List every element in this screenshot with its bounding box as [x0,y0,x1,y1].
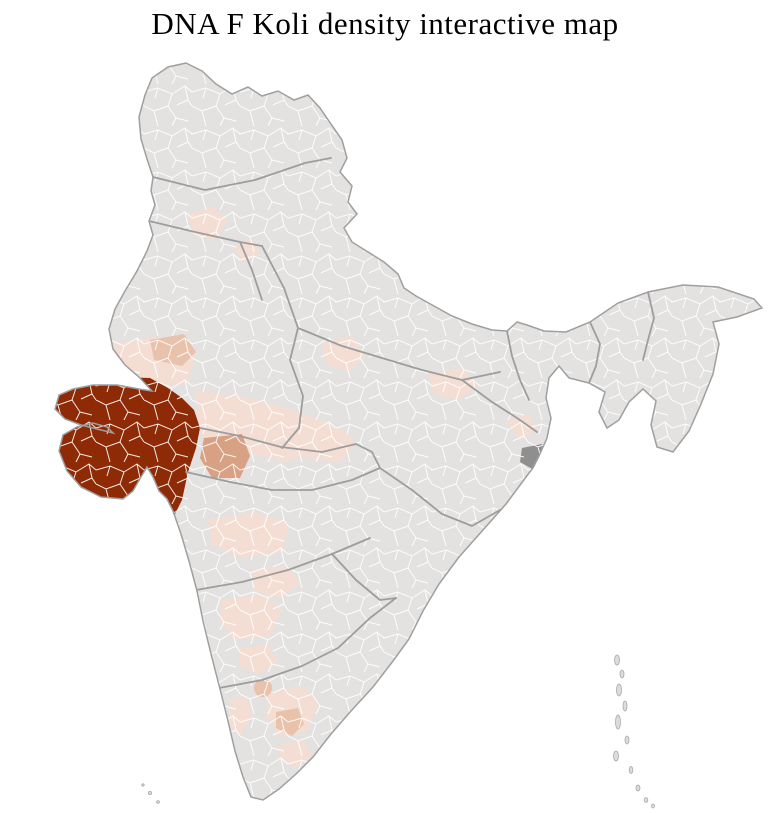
lakshadweep-islands[interactable] [141,783,160,804]
page-title: DNA F Koli density interactive map [151,6,619,41]
state-borders [148,157,655,689]
andaman-nicobar-islands[interactable] [613,654,655,809]
